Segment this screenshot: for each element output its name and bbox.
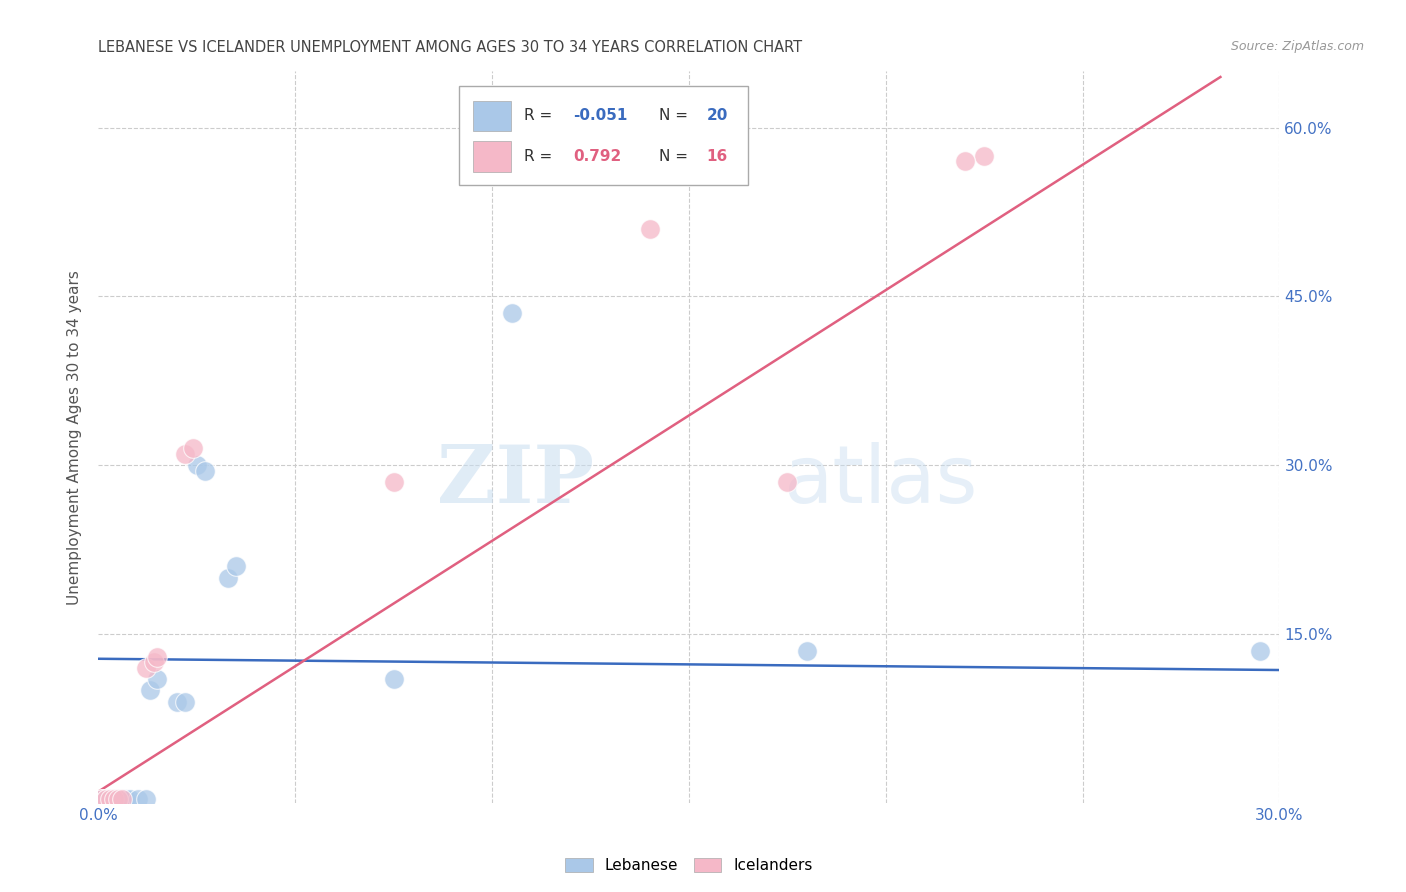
Point	[1249, 644, 1271, 658]
Point	[107, 792, 129, 806]
Text: N =: N =	[659, 109, 693, 123]
Point	[194, 464, 217, 478]
Point	[118, 792, 141, 806]
Y-axis label: Unemployment Among Ages 30 to 34 years: Unemployment Among Ages 30 to 34 years	[67, 269, 83, 605]
Point	[217, 571, 239, 585]
Point	[111, 792, 134, 806]
Text: 16: 16	[707, 149, 728, 164]
Text: Source: ZipAtlas.com: Source: ZipAtlas.com	[1230, 40, 1364, 54]
Point	[98, 792, 121, 806]
Point	[138, 683, 160, 698]
Text: N =: N =	[659, 149, 693, 164]
Point	[107, 792, 129, 806]
Point	[166, 694, 188, 708]
Point	[96, 792, 118, 806]
Point	[638, 222, 661, 236]
Point	[103, 792, 125, 806]
Point	[135, 792, 157, 806]
Point	[181, 442, 204, 456]
Point	[103, 792, 125, 806]
Point	[973, 149, 995, 163]
Point	[115, 792, 138, 806]
Point	[776, 475, 799, 489]
Text: R =: R =	[523, 109, 557, 123]
Point	[796, 644, 818, 658]
Text: -0.051: -0.051	[574, 109, 627, 123]
Bar	[472, 101, 510, 131]
Text: 20: 20	[707, 109, 728, 123]
Point	[127, 792, 149, 806]
Point	[174, 447, 197, 461]
Text: LEBANESE VS ICELANDER UNEMPLOYMENT AMONG AGES 30 TO 34 YEARS CORRELATION CHART: LEBANESE VS ICELANDER UNEMPLOYMENT AMONG…	[98, 40, 803, 55]
Point	[501, 306, 523, 320]
Point	[146, 672, 169, 686]
Point	[382, 672, 405, 686]
Point	[96, 792, 118, 806]
Point	[146, 649, 169, 664]
FancyBboxPatch shape	[458, 86, 748, 185]
Legend: Lebanese, Icelanders: Lebanese, Icelanders	[560, 852, 818, 880]
Bar	[472, 141, 510, 171]
Point	[225, 559, 247, 574]
Point	[98, 792, 121, 806]
Text: 0.792: 0.792	[574, 149, 621, 164]
Text: ZIP: ZIP	[437, 442, 595, 520]
Point	[142, 655, 165, 669]
Point	[91, 792, 114, 806]
Text: atlas: atlas	[783, 442, 977, 520]
Text: R =: R =	[523, 149, 561, 164]
Point	[186, 458, 208, 473]
Point	[135, 661, 157, 675]
Point	[91, 792, 114, 806]
Point	[174, 694, 197, 708]
Point	[111, 792, 134, 806]
Point	[382, 475, 405, 489]
Point	[953, 154, 976, 169]
